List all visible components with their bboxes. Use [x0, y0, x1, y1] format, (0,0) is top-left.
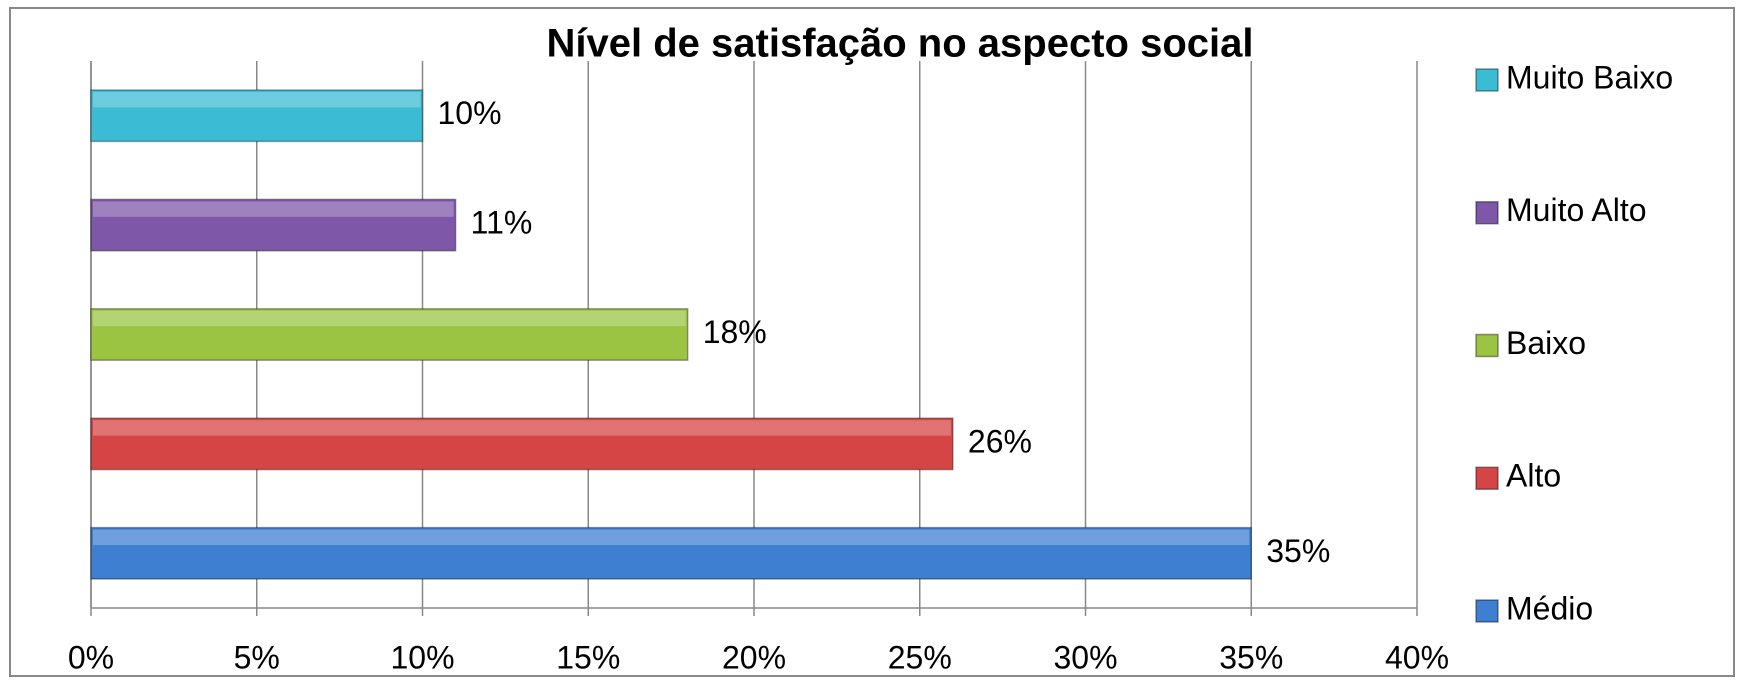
legend-label: Baixo: [1506, 325, 1586, 361]
x-tick-label: 20%: [722, 639, 786, 675]
x-tick-label: 15%: [556, 639, 620, 675]
bar: [90, 89, 424, 143]
data-label: 26%: [968, 423, 1032, 459]
bar-highlight: [93, 201, 454, 217]
data-label: 10%: [438, 95, 502, 131]
bar: [90, 198, 457, 252]
legend-swatch: [1475, 333, 1499, 358]
bar: [90, 308, 689, 361]
legend-label: Alto: [1506, 458, 1561, 494]
legend-label: Muito Alto: [1506, 192, 1647, 228]
legend-label: Médio: [1506, 590, 1593, 626]
bar-highlight: [93, 310, 686, 327]
x-tick-label: 5%: [234, 639, 280, 675]
x-tick-label: 10%: [390, 639, 454, 675]
legend-swatch: [1475, 466, 1499, 490]
bar-highlight: [93, 91, 421, 108]
legend-swatch: [1475, 599, 1499, 623]
legend-swatch: [1475, 68, 1499, 92]
data-label: 18%: [703, 314, 767, 350]
bar: [90, 417, 954, 471]
bar-highlight: [93, 420, 951, 436]
chart-title: Nível de satisfação no aspecto social: [547, 22, 1254, 66]
bar-highlight: [93, 529, 1250, 546]
x-tick-label: 0%: [68, 639, 114, 675]
legend-label: Muito Baixo: [1506, 59, 1673, 95]
x-tick-label: 25%: [888, 639, 952, 675]
bar: [90, 526, 1252, 580]
legend-swatch: [1475, 201, 1499, 225]
x-tick-label: 40%: [1385, 639, 1449, 675]
data-label: 11%: [471, 205, 533, 241]
x-tick-label: 35%: [1219, 639, 1283, 675]
data-label: 35%: [1266, 533, 1330, 569]
x-tick-label: 30%: [1053, 639, 1117, 675]
